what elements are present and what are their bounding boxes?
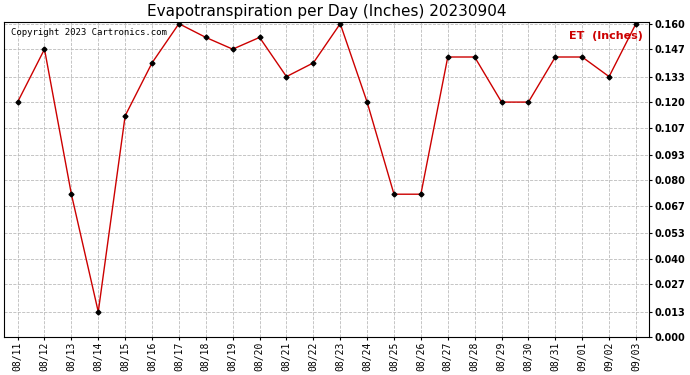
- ET  (Inches): [228, 47, 237, 51]
- ET  (Inches): [67, 192, 75, 196]
- ET  (Inches): [390, 192, 398, 196]
- ET  (Inches): [121, 114, 129, 118]
- ET  (Inches): [605, 74, 613, 79]
- ET  (Inches): [14, 100, 22, 104]
- ET  (Inches): [524, 100, 533, 104]
- Text: Copyright 2023 Cartronics.com: Copyright 2023 Cartronics.com: [10, 28, 166, 37]
- ET  (Inches): [444, 55, 452, 59]
- ET  (Inches): [578, 55, 586, 59]
- ET  (Inches): [148, 61, 156, 65]
- ET  (Inches): [363, 100, 371, 104]
- Title: Evapotranspiration per Day (Inches) 20230904: Evapotranspiration per Day (Inches) 2023…: [147, 4, 506, 19]
- ET  (Inches): [417, 192, 425, 196]
- ET  (Inches): [175, 21, 183, 26]
- ET  (Inches): [201, 35, 210, 40]
- ET  (Inches): [40, 47, 48, 51]
- ET  (Inches): [471, 55, 479, 59]
- ET  (Inches): [551, 55, 560, 59]
- ET  (Inches): [336, 21, 344, 26]
- ET  (Inches): [497, 100, 506, 104]
- Line: ET  (Inches): ET (Inches): [16, 22, 638, 313]
- ET  (Inches): [632, 21, 640, 26]
- ET  (Inches): [94, 309, 102, 314]
- Text: ET  (Inches): ET (Inches): [569, 31, 643, 41]
- ET  (Inches): [309, 61, 317, 65]
- ET  (Inches): [255, 35, 264, 40]
- ET  (Inches): [282, 74, 290, 79]
